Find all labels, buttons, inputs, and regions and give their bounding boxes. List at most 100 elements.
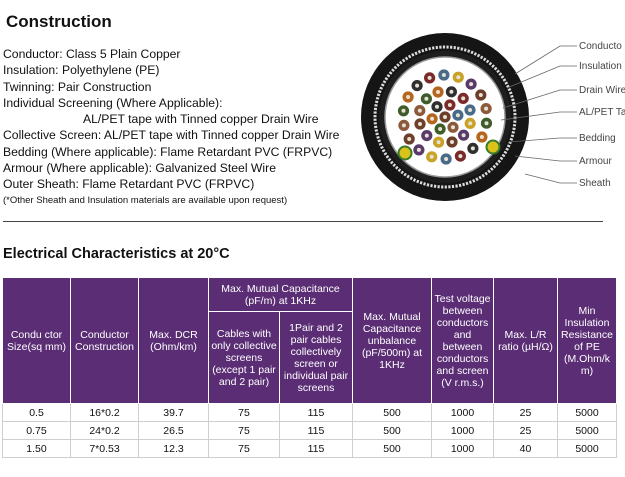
table-row: 0.75 24*0.2 26.5 75 115 500 1000 25 5000 (2, 421, 618, 440)
conductor-core (430, 116, 435, 121)
diagram-label: Armour (579, 156, 612, 167)
header-capacitance-pair: 1Pair and 2 pair cables collectively scr… (278, 311, 354, 404)
conductor-core (468, 108, 472, 112)
conductor-core (470, 146, 475, 151)
construction-line: Twinning: Pair Construction (3, 79, 152, 94)
table-cell: 75 (208, 421, 280, 440)
leader-line (524, 173, 577, 184)
conductor-core (484, 106, 489, 111)
table-cell: 500 (352, 403, 432, 422)
construction-line: Conductor: Class 5 Plain Copper (3, 47, 181, 61)
conductor-core (436, 140, 441, 145)
header-max-dcr: Max. DCR (Ohm/km) (138, 277, 209, 404)
conductor-core (406, 95, 411, 99)
table-row: 1.50 7*0.53 12.3 75 115 500 1000 40 5000 (2, 439, 618, 458)
conductor-core (435, 104, 439, 109)
conductor-core (444, 157, 449, 161)
table-cell: 500 (352, 421, 432, 440)
table-cell: 5000 (557, 439, 618, 458)
header-insulation-resistance: Min Insulation Resistance of PE (M.Ohm/k… (557, 277, 618, 404)
conductor-core (401, 123, 406, 128)
conductor-core (427, 75, 432, 80)
armour-layer (373, 45, 517, 189)
table-cell: 40 (493, 439, 558, 458)
table-cell: 7*0.53 (70, 439, 139, 458)
diagram-leader-lines (500, 45, 577, 184)
table-cell: 5000 (557, 421, 618, 440)
construction-line: Outer Sheath: Flame Retardant PVC (FRPVC… (3, 177, 255, 192)
table-cell: 500 (352, 439, 432, 458)
electrical-characteristics-table: Condu ctor Size(sq mm) Conductor Constru… (2, 277, 618, 458)
conductor-core (461, 133, 466, 138)
leader-line (500, 111, 577, 121)
cable-cross-section-diagram: Conducto Insulation Drain Wire AL/PET Ta… (361, 33, 625, 201)
conductor-core (450, 140, 454, 144)
table-cell: 16*0.2 (70, 403, 139, 422)
section-divider (3, 221, 603, 222)
conductor-core (424, 96, 429, 101)
conductor-core (458, 154, 463, 159)
header-conductor-construction: Conductor Construction (70, 277, 139, 404)
conductor-core (455, 113, 460, 118)
conductor-core (469, 82, 474, 87)
table-cell: 5000 (557, 403, 618, 422)
electrical-heading: Electrical Characteristics at 20°C (3, 246, 230, 262)
conductor-core (418, 122, 422, 126)
conductor-core (407, 137, 412, 141)
table-row: 0.5 16*0.2 39.7 75 115 500 1000 25 5000 (2, 403, 618, 422)
header-capacitance-unbalance: Max. Mutual Capacitance unbalance (pF/50… (352, 277, 433, 404)
table-cell: 115 (278, 439, 353, 458)
conductor-core (429, 154, 434, 159)
diagram-label: Drain Wire (579, 85, 625, 96)
table-cell: 39.7 (138, 403, 209, 422)
conductor-core (441, 73, 446, 77)
conductor-core (438, 127, 443, 131)
conductor-core (424, 133, 429, 138)
table-cell: 0.5 (2, 403, 71, 422)
table-cell: 1000 (431, 403, 494, 422)
conductor-core (416, 147, 421, 152)
construction-line: Insulation: Polyethylene (PE) (3, 63, 160, 78)
construction-line: Armour (Where applicable): Galvanized St… (3, 161, 276, 176)
table-cell: 26.5 (138, 421, 209, 440)
conductor-core (401, 108, 406, 113)
header-mutual-capacitance: Max. Mutual Capacitance (pF/m) at 1KHz (207, 277, 354, 312)
diagram-label: Insulation (579, 61, 622, 72)
leader-line (514, 155, 577, 162)
conductor-core (456, 75, 461, 80)
header-test-voltage: Test voltage between conductors and betw… (431, 277, 495, 404)
construction-list: Conductor: Class 5 Plain Copper Insulati… (3, 46, 339, 207)
conductor-core (451, 125, 455, 130)
conductor-core (484, 121, 489, 126)
construction-line: AL/PET tape with Tinned copper Drain Wir… (83, 112, 319, 127)
earth-core (485, 139, 501, 155)
construction-line: Bedding (Where applicable): Flame Retard… (3, 144, 333, 159)
cable-pairs (396, 68, 501, 166)
leader-line (502, 89, 577, 109)
earth-core (397, 145, 413, 161)
diagram-label: AL/PET Ta (579, 107, 625, 118)
construction-line: Collective Screen: AL/PET tape with Tinn… (3, 128, 340, 143)
construction-line: Individual Screening (Where Applicable): (3, 95, 223, 110)
conductor-core (447, 103, 452, 107)
diagram-label: Sheath (579, 178, 611, 189)
conductor-core (468, 121, 473, 126)
leader-line (514, 45, 577, 75)
table-cell: 0.75 (2, 421, 71, 440)
conductor-core (436, 90, 440, 94)
diagram-label: Bedding (579, 133, 616, 144)
table-cell: 75 (208, 439, 280, 458)
table-cell: 75 (208, 403, 280, 422)
table-cell: 12.3 (138, 439, 209, 458)
conductor-core (415, 83, 420, 88)
conductor-core (461, 96, 466, 101)
table-cell: 1000 (431, 439, 494, 458)
table-cell: 115 (278, 421, 353, 440)
conductor-core (478, 93, 483, 97)
table-cell: 24*0.2 (70, 421, 139, 440)
conductor-core (443, 115, 447, 119)
diagram-label: Conducto (579, 41, 622, 52)
leader-line (506, 65, 577, 89)
table-cell: 25 (493, 421, 558, 440)
header-lr-ratio: Max. L/R ratio (µH/Ω) (493, 277, 559, 404)
